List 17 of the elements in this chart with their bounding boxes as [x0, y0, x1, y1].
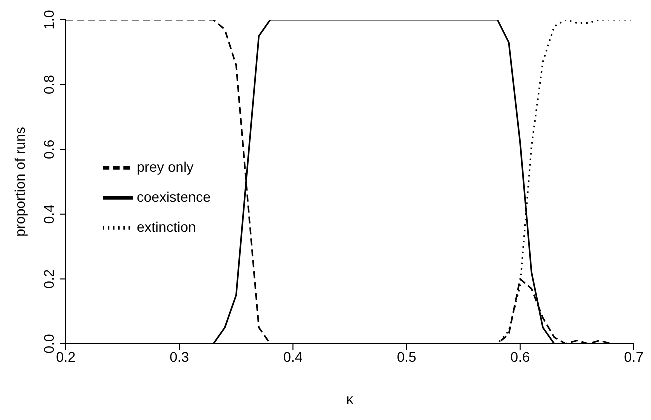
- y-tick-label: 1.0: [41, 10, 57, 30]
- x-tick-label: 0.2: [56, 348, 76, 365]
- x-tick-label: 0.3: [170, 348, 190, 365]
- x-tick-label: 0.6: [510, 348, 530, 365]
- x-tick-label: 0.7: [624, 348, 644, 365]
- x-tick-label: 0.4: [283, 348, 304, 365]
- y-tick-label: 0.0: [41, 334, 57, 354]
- y-axis-title: proportion of runs: [12, 127, 28, 237]
- y-tick-label: 0.6: [41, 140, 57, 160]
- legend-label: prey only: [137, 159, 194, 176]
- y-tick-label: 0.2: [41, 269, 57, 289]
- y-tick-label: 0.8: [41, 74, 57, 95]
- x-tick-label: 0.5: [397, 348, 417, 365]
- x-axis-title: κ: [346, 391, 354, 407]
- y-tick-label: 0.4: [41, 204, 57, 224]
- legend-label: extinction: [137, 219, 196, 236]
- legend-label: coexistence: [137, 189, 211, 206]
